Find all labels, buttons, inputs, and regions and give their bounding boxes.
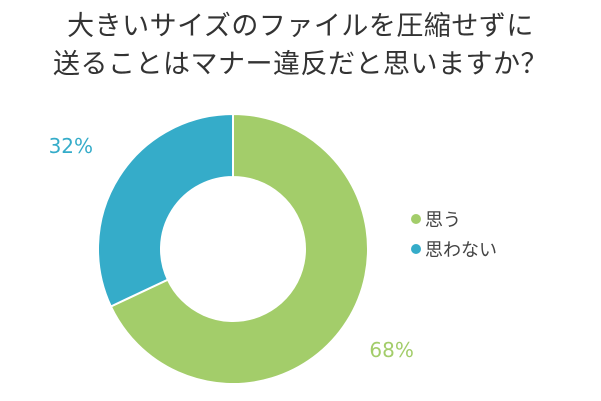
slice-label-omou: 68% (369, 337, 414, 362)
chart-legend: 思う 思わない (411, 204, 497, 264)
legend-item-omou: 思う (411, 204, 497, 234)
legend-label-omowanai: 思わない (425, 240, 497, 261)
legend-swatch-omowanai (411, 244, 421, 254)
legend-item-omowanai: 思わない (411, 234, 497, 264)
chart-title: 大きいサイズのファイルを圧縮せずに 送ることはマナー違反だと思いますか？ (0, 8, 601, 84)
chart-title-line-1: 大きいサイズのファイルを圧縮せずに (67, 11, 534, 42)
donut-slice-omou (109, 112, 369, 385)
legend-swatch-omou (411, 214, 421, 224)
slice-label-omowanai: 32% (48, 134, 94, 159)
chart-title-line-2: 送ることはマナー違反だと思いますか？ (53, 49, 548, 80)
donut-slice-omowanai (97, 112, 234, 308)
legend-label-omou: 思う (425, 210, 461, 231)
